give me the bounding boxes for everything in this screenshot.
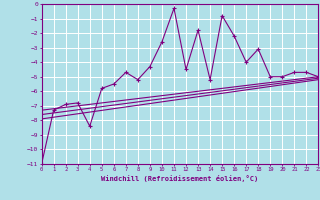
X-axis label: Windchill (Refroidissement éolien,°C): Windchill (Refroidissement éolien,°C)	[101, 175, 259, 182]
